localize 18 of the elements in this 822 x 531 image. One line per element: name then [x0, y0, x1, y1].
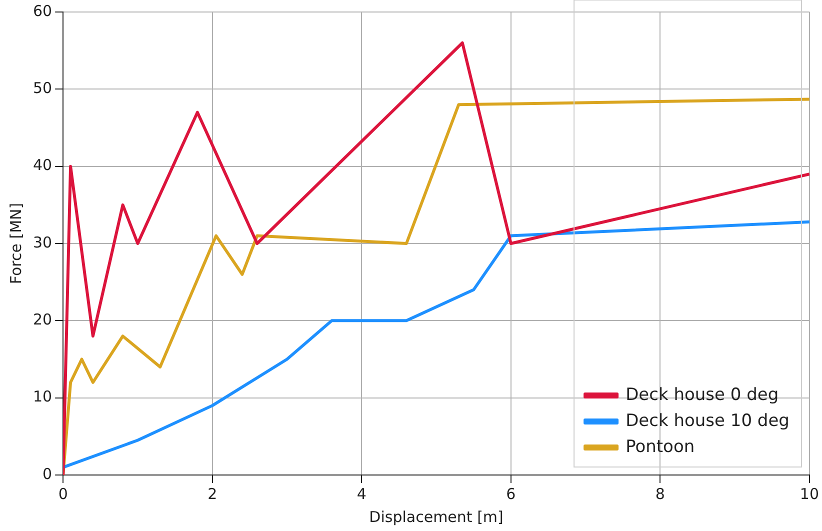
x-tick-label: 4: [356, 484, 366, 503]
y-axis-title: Force [MN]: [6, 202, 25, 284]
y-tick-label: 0: [42, 464, 52, 483]
x-axis-title: Displacement [m]: [369, 508, 504, 526]
y-tick-label: 30: [32, 233, 52, 252]
x-tick-label: 0: [58, 484, 68, 503]
y-tick-label: 20: [32, 310, 52, 329]
legend-label: Deck house 10 deg: [626, 410, 790, 431]
x-tick-label: 8: [655, 484, 665, 503]
legend-label: Pontoon: [626, 436, 695, 457]
x-tick-label: 2: [208, 484, 218, 503]
y-tick-label: 50: [32, 79, 52, 98]
legend-label: Deck house 0 deg: [626, 384, 779, 405]
y-tick-label: 60: [32, 2, 52, 20]
x-tick-label: 10: [800, 484, 820, 503]
y-tick-label: 10: [32, 388, 52, 406]
y-tick-label: 40: [32, 156, 52, 174]
x-tick-label: 6: [506, 484, 516, 503]
